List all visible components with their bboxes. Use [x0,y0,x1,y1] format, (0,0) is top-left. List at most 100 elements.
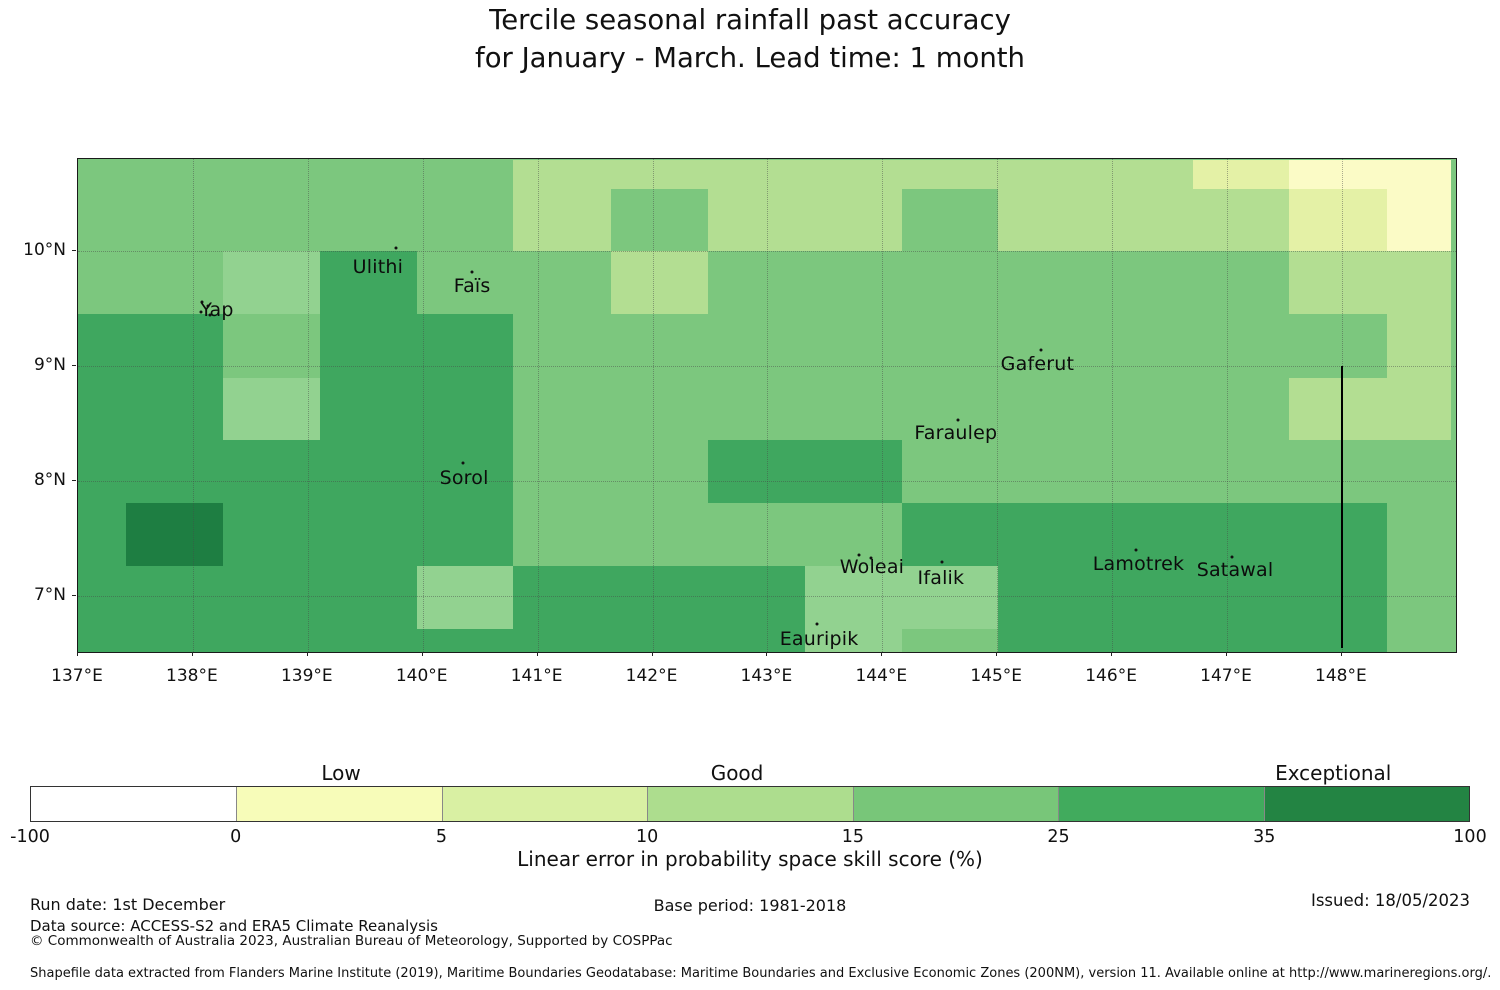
map-cell [513,188,612,251]
map-cell [416,629,514,652]
map-cell [513,502,612,567]
map-cell [1289,439,1387,503]
map-cell [901,188,999,251]
map-cell [805,251,902,315]
island-dot [1230,555,1234,559]
island-label: Gaferut [1000,352,1075,375]
map-cell [1096,377,1193,440]
map-cell [126,502,223,567]
map-cell [416,188,514,251]
island-label: Faïs [453,274,491,297]
map-cell [1386,566,1452,630]
map-cell [901,314,999,378]
island-dot [199,310,203,314]
map-cell [611,629,708,652]
map-cell [1386,160,1452,189]
graticule-meridian [422,159,424,652]
y-axis-tick-label: 9°N [33,355,66,375]
map-cell [1096,160,1193,189]
island-dot [1039,348,1043,352]
island-dot [940,560,944,563]
map-cell [707,314,806,378]
island-dot [857,553,861,557]
map-cell [805,160,902,189]
map-cell [320,629,417,652]
map-cell [707,566,806,630]
chart-title-line-1: Tercile seasonal rainfall past accuracy [489,4,1011,36]
map-cell [998,314,1096,378]
map-cell [1192,629,1290,652]
map-cell [78,439,127,503]
colorbar-segment [852,787,1059,821]
map-cell [901,502,999,567]
map-cell [513,377,612,440]
island-dot [869,556,873,560]
x-axis-tick-label: 146°E [1085,666,1137,686]
graticule-meridian [997,159,999,652]
map-cell [1386,251,1452,315]
map-cell [1386,439,1452,503]
map-cell [707,439,806,503]
map-cell [707,160,806,189]
colorbar-tick-label: -100 [10,827,50,847]
map-cell [222,566,321,630]
footer-base-period: Base period: 1981-2018 [653,896,847,915]
map-cell [320,188,417,251]
map-cell [611,377,708,440]
x-axis-tick-mark [77,652,78,656]
y-axis-tick-mark [72,595,76,596]
map-cell [78,629,127,652]
map-cell [805,439,902,503]
colorbar-segment [1263,787,1469,821]
map-cell [707,629,806,652]
map-cell [1289,377,1387,440]
island-label: Eauripik [779,627,859,650]
map-cell [901,251,999,315]
map-cell [998,160,1096,189]
map-cell [320,314,417,378]
map-cell [1096,629,1193,652]
map-cell [416,439,514,503]
map-cell [998,377,1096,440]
island-dot [470,270,474,274]
map-cell [78,188,127,251]
x-axis-tick-mark [1340,652,1342,656]
graticule-meridian [652,159,654,652]
map-cell [126,188,223,251]
island-label: Ulithi [352,256,404,279]
map-cell [1289,629,1387,652]
map-cell [513,629,612,652]
map-cell [998,629,1096,652]
graticule-parallel [78,251,1456,252]
map-cell [513,566,612,630]
map-cell [320,160,417,189]
y-axis-tick-mark [72,250,76,251]
colorbar-segment [441,787,648,821]
map-cell [707,251,806,315]
map-cell [1096,314,1193,378]
island-label: Faraulep [914,421,998,444]
map-cell [222,160,321,189]
colorbar-category-label: Low [321,761,361,785]
map-cell [1289,188,1387,251]
map-cell [126,251,223,315]
map-cell [998,188,1096,251]
x-axis-tick-mark [306,652,308,656]
island-dot [956,418,960,422]
map-cell [416,566,514,630]
footer-run-date: Run date: 1st December [30,895,226,914]
map-cell [1192,377,1290,440]
map-cell [513,314,612,378]
graticule-parallel [78,366,1456,367]
map-cell [805,566,902,630]
colorbar-tick-label: 10 [636,827,659,847]
island-label: Lamotrek [1092,552,1185,575]
map-cell [416,377,514,440]
map-cell [1096,566,1193,630]
map-cell [998,566,1096,630]
y-axis-tick-label: 7°N [33,585,66,605]
island-label: Yap [200,298,234,321]
colorbar-tick-label: 35 [1253,827,1276,847]
map-cell [126,160,223,189]
